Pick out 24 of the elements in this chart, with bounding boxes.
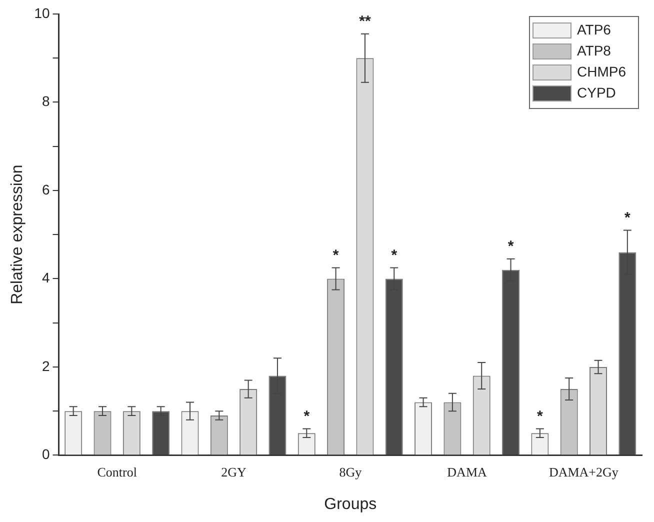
x-tick-label: 2GY [221,464,247,480]
y-tick-label: 0 [42,446,50,462]
y-tick-label: 10 [34,4,50,21]
x-tick-label: DAMA+2Gy [548,464,619,480]
y-axis-title: Relative expression [9,164,26,304]
data-label: ** [359,12,371,30]
x-tick-label: DAMA [447,464,488,480]
data-label: * [332,246,339,264]
data-label: * [537,408,544,425]
x-axis-title: Groups [324,496,377,513]
legend-label: CYPD [576,84,616,100]
legend-label: ATP6 [576,21,612,38]
x-tick-label: 8Gy [339,464,362,480]
y-tick-label: 6 [42,181,50,198]
y-tick-label: 4 [42,270,50,286]
legend-label: ATP8 [576,42,612,58]
x-tick-label: Control [97,464,138,480]
data-label: * [391,246,398,264]
y-tick-label: 2 [42,358,50,374]
data-label: * [304,408,310,425]
data-label: * [624,209,630,226]
legend-label: CHMP6 [576,63,626,80]
data-label: * [508,238,514,256]
y-tick-label: 8 [42,93,50,110]
